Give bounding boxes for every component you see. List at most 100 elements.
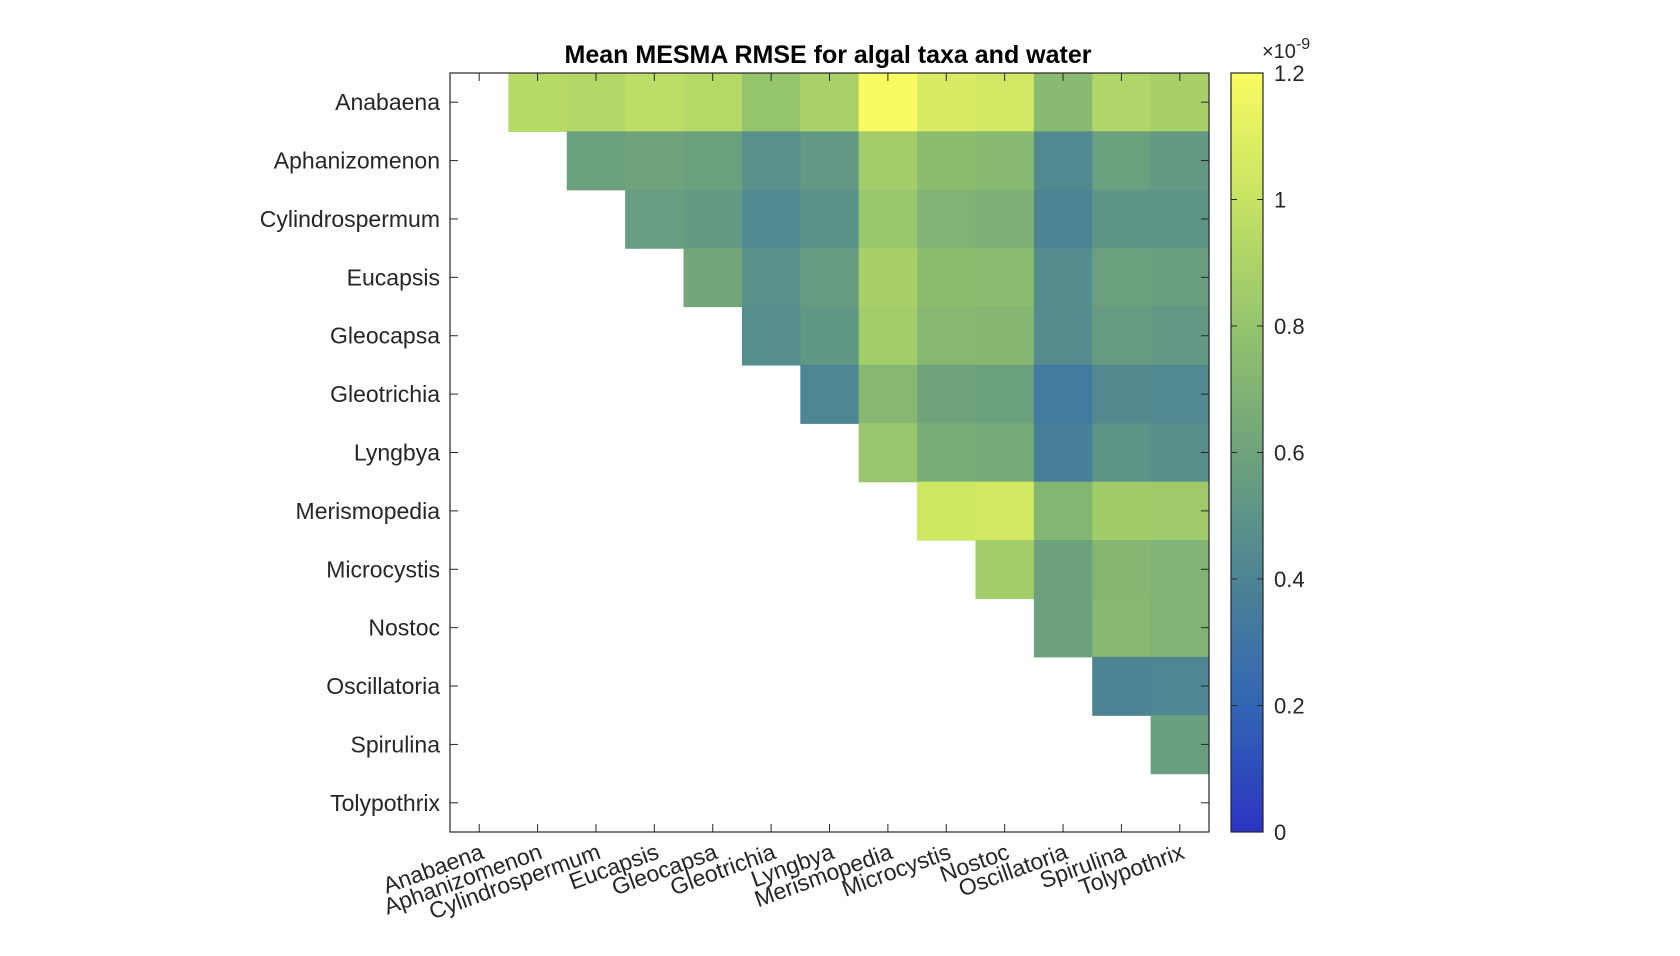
- y-tick-label: Tolypothrix: [330, 790, 440, 816]
- heatmap-cell-6-7: [858, 423, 918, 483]
- heatmap-cell-3-5: [741, 248, 801, 308]
- heatmap-cell-11-12: [1150, 715, 1210, 775]
- heatmap-cell-0-7: [858, 73, 918, 132]
- heatmap-cell-5-8: [917, 364, 977, 424]
- colorbar-tick-label: 0.4: [1274, 567, 1305, 592]
- heatmap-cell-1-7: [858, 131, 918, 191]
- heatmap-cell-7-9: [975, 481, 1035, 541]
- heatmap-cell-0-6: [800, 73, 860, 132]
- axis-ticks: [450, 73, 1209, 832]
- heatmap-cell-5-6: [800, 364, 860, 424]
- heatmap-cell-9-10: [1033, 598, 1093, 658]
- heatmap-cell-1-10: [1033, 131, 1093, 191]
- heatmap-cell-1-12: [1150, 131, 1210, 191]
- colorbar-tick-label: 0.2: [1274, 694, 1305, 719]
- heatmap-cell-4-11: [1092, 306, 1152, 366]
- heatmap-cell-0-10: [1033, 73, 1093, 132]
- heatmap-cell-8-9: [975, 540, 1035, 600]
- heatmap-cell-6-8: [917, 423, 977, 483]
- heatmap-cell-10-12: [1150, 656, 1210, 716]
- heatmap-cell-0-9: [975, 73, 1035, 132]
- heatmap-cell-2-9: [975, 189, 1035, 249]
- y-tick-label: Lyngbya: [354, 440, 440, 466]
- heatmap-cell-2-8: [917, 189, 977, 249]
- heatmap-cell-5-11: [1092, 364, 1152, 424]
- heatmap-cell-5-10: [1033, 364, 1093, 424]
- heatmap-cell-0-3: [625, 73, 685, 132]
- y-tick-label: Eucapsis: [347, 264, 440, 290]
- heatmap-cell-0-8: [917, 73, 977, 132]
- colorbar-exponent-power: -9: [1296, 36, 1310, 53]
- colorbar-tick-label: 0.8: [1274, 314, 1305, 339]
- y-tick-label: Oscillatoria: [326, 673, 440, 699]
- heatmap-cell-1-6: [800, 131, 860, 191]
- heatmap-cell-1-4: [683, 131, 743, 191]
- heatmap-cell-2-11: [1092, 189, 1152, 249]
- heatmap-cell-1-3: [625, 131, 685, 191]
- colorbar-tick-label: 0.6: [1274, 441, 1305, 466]
- heatmap-cell-2-10: [1033, 189, 1093, 249]
- colorbar-tick-label: 1: [1274, 188, 1286, 213]
- heatmap-cell-0-2: [566, 73, 626, 132]
- heatmap-cell-1-2: [566, 131, 626, 191]
- heatmap-cell-6-12: [1150, 423, 1210, 483]
- colorbar-tick-label: 0: [1274, 820, 1286, 845]
- y-tick-label: Anabaena: [335, 89, 440, 115]
- heatmap-cell-3-12: [1150, 248, 1210, 308]
- heatmap-cell-0-5: [741, 73, 801, 132]
- y-tick-label: Cylindrospermum: [260, 206, 440, 232]
- heatmap-cell-4-6: [800, 306, 860, 366]
- heatmap-cell-1-9: [975, 131, 1035, 191]
- x-tick-label: Microcystis: [838, 838, 954, 901]
- y-tick-label: Merismopedia: [296, 498, 441, 524]
- heatmap-cell-9-11: [1092, 598, 1152, 658]
- heatmap-cell-0-11: [1092, 73, 1152, 132]
- heatmap-cell-7-10: [1033, 481, 1093, 541]
- heatmap-cell-5-7: [858, 364, 918, 424]
- heatmap-cell-10-11: [1092, 656, 1152, 716]
- colorbar-exponent-base: ×10: [1262, 41, 1296, 63]
- heatmap-cell-4-5: [741, 306, 801, 366]
- heatmap-cell-3-6: [800, 248, 860, 308]
- heatmap-cell-4-10: [1033, 306, 1093, 366]
- heatmap-cell-7-12: [1150, 481, 1210, 541]
- heatmap-cell-3-11: [1092, 248, 1152, 308]
- heatmap-cell-1-8: [917, 131, 977, 191]
- heatmap-cell-2-3: [625, 189, 685, 249]
- y-tick-labels: Anabaena Aphanizomenon Cylindrospermum Euca…: [260, 89, 441, 816]
- heatmap-cell-6-11: [1092, 423, 1152, 483]
- heatmap-cell-8-12: [1150, 540, 1210, 600]
- heatmap-cell-2-12: [1150, 189, 1210, 249]
- heatmap-cell-1-11: [1092, 131, 1152, 191]
- heatmap-cell-4-8: [917, 306, 977, 366]
- heatmap-cell-5-9: [975, 364, 1035, 424]
- heatmap-cell-6-10: [1033, 423, 1093, 483]
- y-tick-label: Spirulina: [351, 731, 441, 757]
- colorbar-ticks: 0 0.2 0.4 0.6 0.8 1 1.2: [1231, 61, 1305, 845]
- heatmap-cell-6-9: [975, 423, 1035, 483]
- colorbar-tick-label: 1.2: [1274, 61, 1305, 86]
- heatmap-cell-0-4: [683, 73, 743, 132]
- heatmap-cell-3-10: [1033, 248, 1093, 308]
- heatmap-cell-2-4: [683, 189, 743, 249]
- heatmap-cell-0-1: [508, 73, 568, 132]
- heatmap-cell-4-12: [1150, 306, 1210, 366]
- heatmap-cell-3-9: [975, 248, 1035, 308]
- colorbar-exponent-label: ×10-9: [1262, 36, 1310, 63]
- heatmap-cell-4-9: [975, 306, 1035, 366]
- heatmap-cell-3-8: [917, 248, 977, 308]
- heatmap-cell-2-6: [800, 189, 860, 249]
- heatmap-cell-9-12: [1150, 598, 1210, 658]
- heatmap-cell-0-12: [1150, 73, 1210, 132]
- heatmap-cell-7-8: [917, 481, 977, 541]
- heatmap-cell-3-7: [858, 248, 918, 308]
- heatmap-cell-8-11: [1092, 540, 1152, 600]
- y-tick-label: Microcystis: [326, 556, 440, 582]
- y-tick-label: Nostoc: [368, 615, 440, 641]
- y-tick-label: Gleotrichia: [330, 381, 440, 407]
- heatmap-cell-1-5: [741, 131, 801, 191]
- heatmap-cell-5-12: [1150, 364, 1210, 424]
- x-tick-labels: AnabaenaAphanizomenonCylindrospermumEuca…: [379, 838, 1188, 924]
- heatmap-cell-7-11: [1092, 481, 1152, 541]
